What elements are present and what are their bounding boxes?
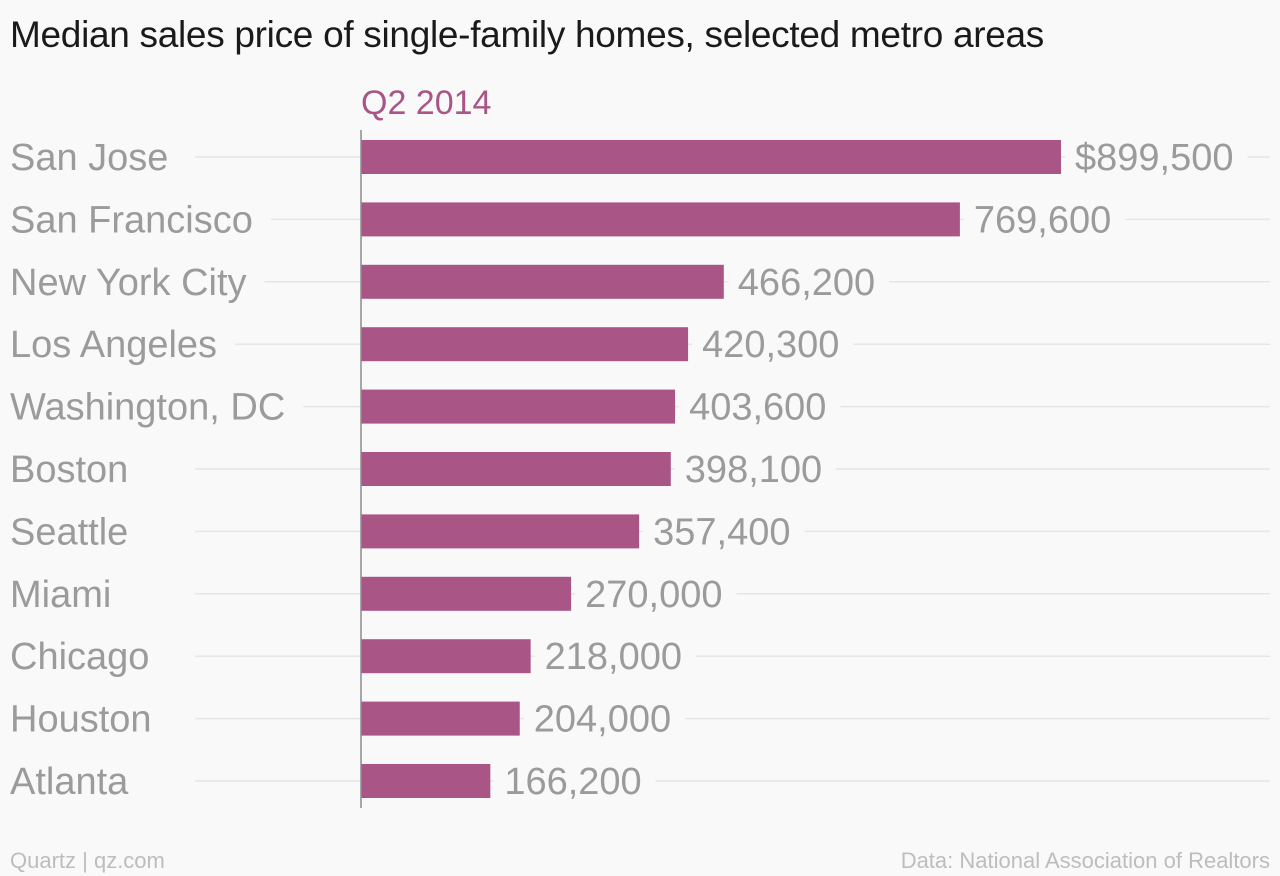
- bar: [361, 140, 1061, 174]
- label-background: [692, 338, 854, 351]
- series-label: Q2 2014: [361, 84, 491, 122]
- category-label: Chicago: [10, 636, 149, 678]
- bars: [361, 140, 1061, 798]
- category-label: Los Angeles: [10, 324, 217, 366]
- label-background: [727, 275, 890, 288]
- category-label: New York City: [10, 262, 247, 304]
- label-background: [6, 338, 236, 351]
- category-label: Washington, DC: [10, 387, 285, 429]
- value-label: 166,200: [504, 761, 641, 803]
- label-background: [6, 400, 304, 413]
- bar: [361, 452, 671, 486]
- bar: [361, 264, 724, 299]
- bar: [361, 764, 491, 798]
- category-label: San Francisco: [10, 199, 253, 241]
- label-background: [575, 587, 737, 600]
- value-label: 403,600: [689, 387, 826, 429]
- category-label: Houston: [10, 699, 152, 741]
- value-label: 204,000: [534, 699, 671, 741]
- value-label: 769,600: [974, 199, 1111, 241]
- labels: San Jose $899,500 San Francisco 769,600 New …: [6, 137, 1248, 803]
- bar: [361, 514, 640, 549]
- label-background: [6, 650, 168, 663]
- value-label: 420,300: [702, 324, 839, 366]
- label-background: [6, 712, 170, 725]
- bar: [361, 639, 531, 674]
- bar: [361, 576, 572, 611]
- label-background: [6, 587, 130, 600]
- bar: [361, 327, 689, 362]
- label-background: [643, 525, 805, 538]
- chart-title: Median sales price of single-family home…: [10, 14, 1045, 55]
- value-label: 398,100: [685, 449, 822, 491]
- bar: [361, 701, 520, 736]
- value-label: $899,500: [1075, 137, 1234, 179]
- label-background: [534, 650, 697, 663]
- label-background: [674, 463, 837, 475]
- category-label: Miami: [10, 574, 111, 616]
- label-background: [6, 151, 187, 163]
- value-label: 218,000: [545, 636, 682, 678]
- bar: [361, 389, 676, 424]
- footer-source: Data: National Association of Realtors: [900, 848, 1270, 873]
- label-background: [6, 525, 147, 538]
- label-background: [523, 712, 686, 725]
- label-background: [1065, 151, 1248, 163]
- bar: [361, 202, 960, 237]
- value-label: 357,400: [653, 511, 790, 553]
- label-background: [679, 400, 841, 413]
- label-background: [6, 775, 148, 787]
- label-background: [494, 775, 656, 787]
- label-background: [6, 463, 147, 475]
- footer-credit: Quartz | qz.com: [10, 848, 165, 873]
- value-label: 270,000: [585, 574, 722, 616]
- label-background: [6, 275, 265, 288]
- category-label: San Jose: [10, 137, 168, 179]
- category-label: Atlanta: [10, 761, 129, 803]
- label-background: [963, 213, 1126, 226]
- label-background: [6, 213, 271, 226]
- category-label: Boston: [10, 449, 128, 491]
- category-label: Seattle: [10, 511, 128, 553]
- value-label: 466,200: [738, 262, 875, 304]
